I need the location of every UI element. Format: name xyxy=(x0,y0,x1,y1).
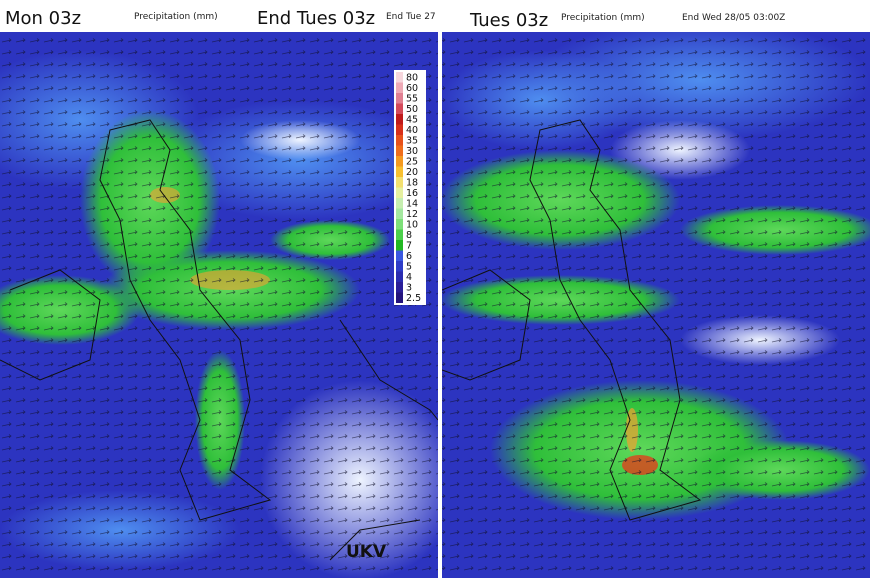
legend-label: 18 xyxy=(406,178,418,189)
legend-label: 6 xyxy=(406,251,412,262)
left-end-label: End Tues 03z xyxy=(257,8,375,29)
legend-swatch xyxy=(396,82,403,93)
legend-swatch xyxy=(396,292,403,303)
legend-swatch xyxy=(396,124,403,135)
legend-swatch xyxy=(396,187,403,198)
legend-swatch xyxy=(396,156,403,167)
legend-swatch xyxy=(396,282,403,293)
legend-swatch xyxy=(396,271,403,282)
legend-label: 14 xyxy=(406,199,418,210)
model-label: UKV xyxy=(346,542,387,562)
legend-label: 8 xyxy=(406,230,412,241)
legend-swatch xyxy=(396,166,403,177)
left-map: 8060555045403530252018161412108765432.5 … xyxy=(0,32,438,578)
legend-swatch xyxy=(396,145,403,156)
legend-swatch xyxy=(396,72,403,83)
legend-label: 55 xyxy=(406,94,418,105)
legend-swatch xyxy=(396,93,403,104)
legend-label: 30 xyxy=(406,146,418,157)
legend-label: 60 xyxy=(406,83,418,94)
legend-swatch xyxy=(396,229,403,240)
legend-swatch xyxy=(396,219,403,230)
right-subtitle: Precipitation (mm) xyxy=(561,13,645,23)
right-end-label: End Wed 28/05 03:00Z xyxy=(682,13,785,23)
legend-swatch xyxy=(396,261,403,272)
legend-label: 25 xyxy=(406,157,418,168)
legend-label: 7 xyxy=(406,241,412,252)
legend-swatch xyxy=(396,240,403,251)
legend-swatch xyxy=(396,114,403,125)
legend-label: 20 xyxy=(406,167,418,178)
legend-label: 40 xyxy=(406,125,418,136)
legend-label: 5 xyxy=(406,262,412,273)
legend-swatch xyxy=(396,135,403,146)
legend-swatch xyxy=(396,198,403,209)
legend-label: 80 xyxy=(406,73,418,84)
legend-label: 3 xyxy=(406,283,412,294)
legend-label: 2.5 xyxy=(406,293,421,304)
right-map xyxy=(442,32,870,578)
left-end-note: End Tue 27 xyxy=(386,12,436,22)
legend-label: 50 xyxy=(406,104,418,115)
legend-swatch xyxy=(396,103,403,114)
legend-label: 10 xyxy=(406,220,418,231)
left-title: Mon 03z xyxy=(5,8,81,29)
legend-label: 4 xyxy=(406,272,412,283)
legend-label: 35 xyxy=(406,136,418,147)
legend-label: 16 xyxy=(406,188,418,199)
legend-label: 45 xyxy=(406,115,418,126)
right-title: Tues 03z xyxy=(469,10,548,31)
left-subtitle: Precipitation (mm) xyxy=(134,12,218,22)
legend-swatch xyxy=(396,177,403,188)
legend-label: 12 xyxy=(406,209,418,220)
legend-swatch xyxy=(396,208,403,219)
legend-swatch xyxy=(396,250,403,261)
